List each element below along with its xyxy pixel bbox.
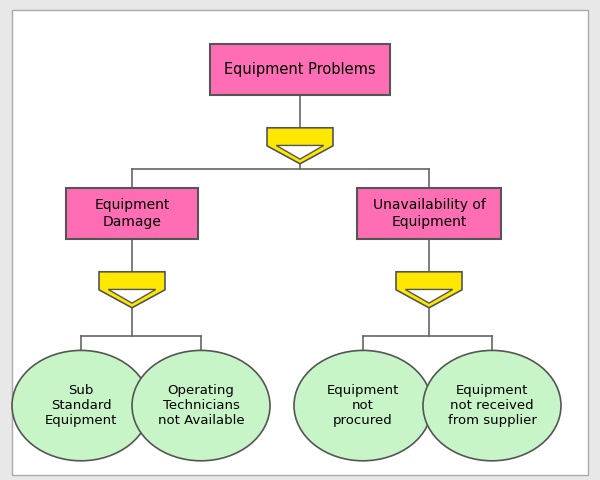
Text: Equipment
not received
from supplier: Equipment not received from supplier xyxy=(448,384,536,427)
Ellipse shape xyxy=(12,350,150,461)
Polygon shape xyxy=(276,145,324,159)
Text: Sub
Standard
Equipment: Sub Standard Equipment xyxy=(45,384,117,427)
Polygon shape xyxy=(99,272,165,308)
FancyBboxPatch shape xyxy=(357,188,501,239)
Ellipse shape xyxy=(132,350,270,461)
Ellipse shape xyxy=(423,350,561,461)
Polygon shape xyxy=(405,289,453,303)
Polygon shape xyxy=(108,289,156,303)
Text: Equipment Problems: Equipment Problems xyxy=(224,62,376,77)
FancyBboxPatch shape xyxy=(66,188,198,239)
Text: Equipment
not
procured: Equipment not procured xyxy=(327,384,399,427)
Text: Unavailability of
Equipment: Unavailability of Equipment xyxy=(373,199,485,228)
FancyBboxPatch shape xyxy=(210,45,390,95)
Text: Operating
Technicians
not Available: Operating Technicians not Available xyxy=(158,384,244,427)
Polygon shape xyxy=(267,128,333,164)
Polygon shape xyxy=(396,272,462,308)
Ellipse shape xyxy=(294,350,432,461)
FancyBboxPatch shape xyxy=(12,10,588,475)
Text: Equipment
Damage: Equipment Damage xyxy=(94,199,170,228)
